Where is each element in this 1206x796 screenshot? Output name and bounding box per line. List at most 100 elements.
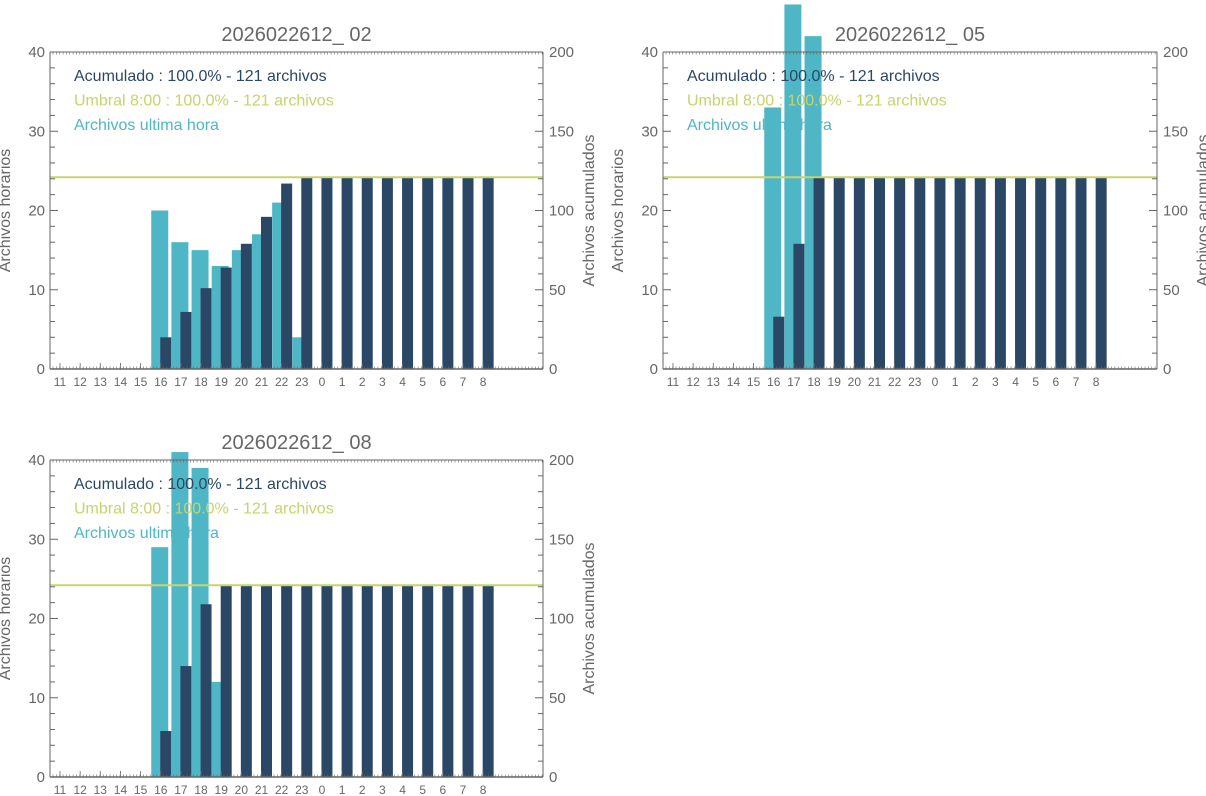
right-tick-label: 50 (549, 690, 566, 707)
cumulative-bar (974, 177, 986, 369)
x-tick-label: 4 (1012, 375, 1019, 389)
cumulative-bar (482, 585, 494, 777)
cumulative-bar (261, 216, 272, 369)
x-tick-label: 18 (194, 375, 208, 389)
x-tick-label: 19 (215, 375, 229, 389)
x-tick-label: 13 (94, 375, 108, 389)
legend-threshold: Umbral 8:00 : 100.0% - 121 archivos (74, 501, 334, 518)
x-tick-label: 8 (480, 783, 487, 796)
cumulative-bar (1075, 177, 1087, 369)
cumulative-bar (240, 585, 252, 777)
x-tick-label: 17 (174, 783, 188, 796)
cumulative-bar (894, 177, 906, 369)
cumulative-bar (281, 585, 293, 777)
x-tick-label: 0 (932, 375, 939, 389)
left-tick-label: 0 (650, 361, 658, 378)
x-tick-label: 2 (972, 375, 979, 389)
left-tick-label: 40 (28, 452, 45, 469)
y2-axis-label: Archivos acumulados (1195, 134, 1206, 286)
x-tick-label: 5 (419, 783, 426, 796)
x-tick-label: 7 (460, 375, 467, 389)
x-tick-label: 6 (440, 375, 447, 389)
x-tick-label: 5 (1032, 375, 1039, 389)
x-tick-label: 0 (319, 375, 326, 389)
cumulative-bar (160, 337, 172, 369)
x-tick-label: 16 (154, 375, 168, 389)
cumulative-bar (773, 316, 785, 369)
x-tick-label: 11 (54, 375, 67, 389)
x-tick-label: 18 (807, 375, 821, 389)
hourly-bar (764, 107, 782, 369)
x-tick-label: 15 (747, 375, 761, 389)
cumulative-bar (402, 177, 414, 369)
legend-hourly: Archivos ultima hora (74, 525, 219, 542)
cumulative-bar (793, 243, 805, 369)
x-tick-label: 1 (339, 375, 346, 389)
hourly-bar (151, 547, 169, 777)
x-tick-label: 19 (828, 375, 842, 389)
cumulative-bar (422, 585, 434, 777)
x-tick-label: 21 (255, 783, 269, 796)
cumulative-bar (381, 177, 393, 369)
cumulative-bar (200, 288, 212, 369)
left-tick-label: 40 (28, 44, 45, 61)
y2-axis-label: Archivos acumulados (581, 134, 598, 286)
cumulative-bar (853, 177, 865, 369)
x-tick-label: 14 (114, 375, 128, 389)
left-tick-label: 30 (28, 531, 45, 548)
cumulative-bar (220, 585, 232, 777)
legend-cumulative: Acumulado : 100.0% - 121 archivos (74, 68, 327, 85)
cumulative-bar (341, 177, 353, 369)
x-tick-label: 1 (339, 783, 346, 796)
right-tick-label: 0 (1163, 361, 1171, 378)
x-tick-label: 20 (235, 375, 249, 389)
x-tick-label: 8 (1093, 375, 1100, 389)
right-tick-label: 100 (549, 611, 574, 628)
x-tick-label: 0 (319, 783, 326, 796)
x-tick-label: 2 (359, 375, 366, 389)
left-tick-label: 20 (641, 203, 658, 220)
cumulative-bar (240, 243, 252, 369)
cumulative-bar (1035, 177, 1047, 369)
x-tick-label: 16 (767, 375, 781, 389)
cumulative-bar (200, 604, 212, 777)
x-tick-label: 22 (888, 375, 902, 389)
x-tick-label: 8 (480, 375, 487, 389)
x-tick-label: 5 (419, 375, 426, 389)
right-tick-label: 200 (549, 44, 574, 61)
cumulative-bar (402, 585, 414, 777)
x-tick-label: 18 (194, 783, 208, 796)
legend-hourly: Archivos ultima hora (687, 117, 832, 134)
x-tick-label: 19 (215, 783, 229, 796)
cumulative-bar (422, 177, 434, 369)
left-tick-label: 30 (641, 123, 658, 140)
cumulative-bar (361, 177, 373, 369)
x-tick-label: 15 (134, 375, 148, 389)
x-tick-label: 21 (868, 375, 882, 389)
legend-threshold: Umbral 8:00 : 100.0% - 121 archivos (74, 93, 334, 110)
x-tick-label: 14 (727, 375, 741, 389)
right-tick-label: 150 (1163, 123, 1188, 140)
x-tick-label: 21 (255, 375, 269, 389)
cumulative-bar (914, 177, 926, 369)
cumulative-bar (462, 585, 474, 777)
x-tick-label: 14 (114, 783, 128, 796)
right-tick-label: 200 (549, 452, 574, 469)
right-tick-label: 0 (549, 769, 557, 786)
y-axis-label: Archivos horarios (610, 149, 627, 273)
left-tick-label: 20 (28, 611, 45, 628)
cumulative-bar (361, 585, 373, 777)
y-axis-label: Archivos horarios (0, 557, 14, 681)
x-tick-label: 12 (686, 375, 700, 389)
cumulative-bar (874, 177, 885, 369)
cumulative-bar (301, 585, 313, 777)
x-tick-label: 13 (94, 783, 108, 796)
x-tick-label: 7 (1073, 375, 1080, 389)
x-tick-label: 22 (275, 783, 289, 796)
cumulative-bar (381, 585, 393, 777)
cumulative-bar (462, 177, 474, 369)
x-tick-label: 20 (848, 375, 862, 389)
